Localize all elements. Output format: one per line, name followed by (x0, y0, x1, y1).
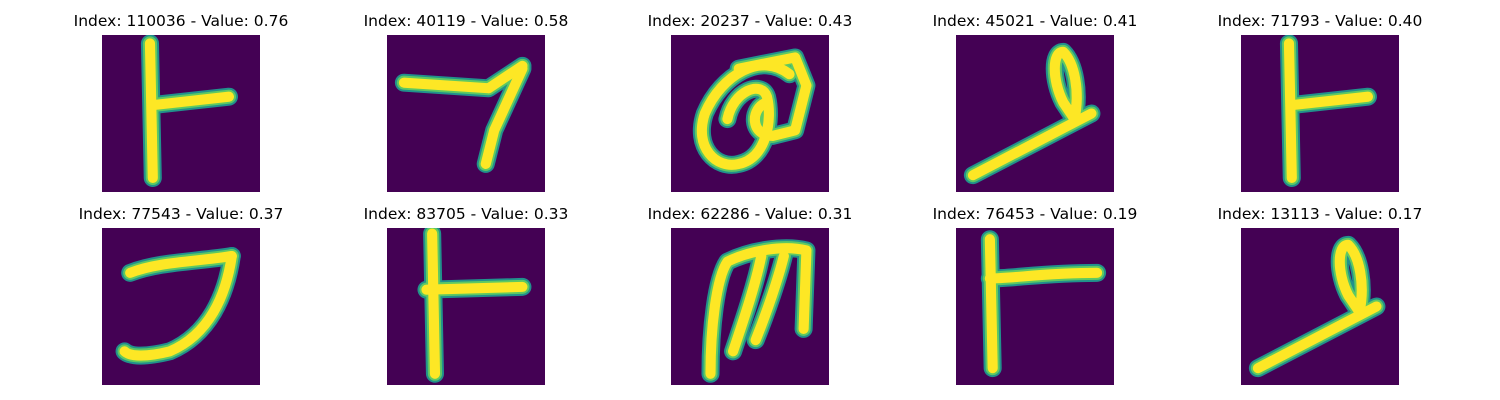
digit-stroke (1286, 91, 1374, 111)
digit-stroke (1049, 46, 1082, 125)
panel-title: Index: 83705 - Value: 0.33 (363, 205, 569, 223)
handwritten-digit-image (1241, 228, 1399, 385)
panel-title: Index: 71793 - Value: 0.40 (1217, 12, 1423, 30)
handwritten-digit-image (956, 228, 1114, 385)
digit-glyph (1248, 235, 1386, 378)
digit-glyph (417, 228, 532, 383)
handwritten-digit-image (102, 35, 260, 192)
digit-stroke (1334, 239, 1367, 318)
handwritten-digit-image (671, 228, 829, 385)
digit-stroke (119, 250, 237, 361)
digit-stroke (1283, 38, 1297, 184)
panel-title: Index: 110036 - Value: 0.76 (73, 12, 289, 30)
digit-stroke (144, 38, 158, 184)
digit-stroke (147, 91, 235, 111)
digit-stroke (1252, 301, 1382, 374)
digit-glyph (980, 230, 1107, 378)
panel-title: Index: 13113 - Value: 0.17 (1217, 205, 1423, 223)
panel-title: Index: 62286 - Value: 0.31 (647, 205, 853, 223)
digit-stroke (480, 63, 528, 170)
digit-glyph (692, 48, 816, 174)
digit-stroke (733, 52, 812, 141)
panel-title: Index: 45021 - Value: 0.41 (932, 12, 1138, 30)
handwritten-digit-image (102, 228, 260, 385)
digit-stroke (750, 250, 789, 346)
handwritten-digit-image (387, 228, 545, 385)
handwritten-digit-image (671, 35, 829, 192)
digit-stroke (696, 60, 795, 170)
digit-stroke (967, 108, 1097, 181)
panel-title: Index: 77543 - Value: 0.37 (78, 205, 284, 223)
digit-glyph (115, 247, 241, 365)
handwritten-digit-image (387, 35, 545, 192)
panel-title: Index: 20237 - Value: 0.43 (647, 12, 853, 30)
digit-stroke (727, 250, 767, 357)
digit-glyph (1279, 35, 1377, 187)
digit-stroke (427, 228, 441, 379)
digit-stroke (984, 234, 998, 374)
digit-stroke (421, 281, 528, 295)
digit-stroke (398, 60, 528, 94)
digit-stroke (705, 243, 812, 379)
handwritten-digit-image (956, 35, 1114, 192)
panel-title: Index: 76453 - Value: 0.19 (932, 205, 1138, 223)
digit-stroke (125, 250, 237, 278)
panel-title: Index: 40119 - Value: 0.58 (363, 12, 569, 30)
digit-glyph (963, 42, 1101, 185)
digit-glyph (701, 239, 816, 383)
digit-glyph (140, 35, 238, 187)
digit-stroke (984, 267, 1103, 284)
digit-glyph (394, 56, 532, 173)
handwritten-digit-image (1241, 35, 1399, 192)
